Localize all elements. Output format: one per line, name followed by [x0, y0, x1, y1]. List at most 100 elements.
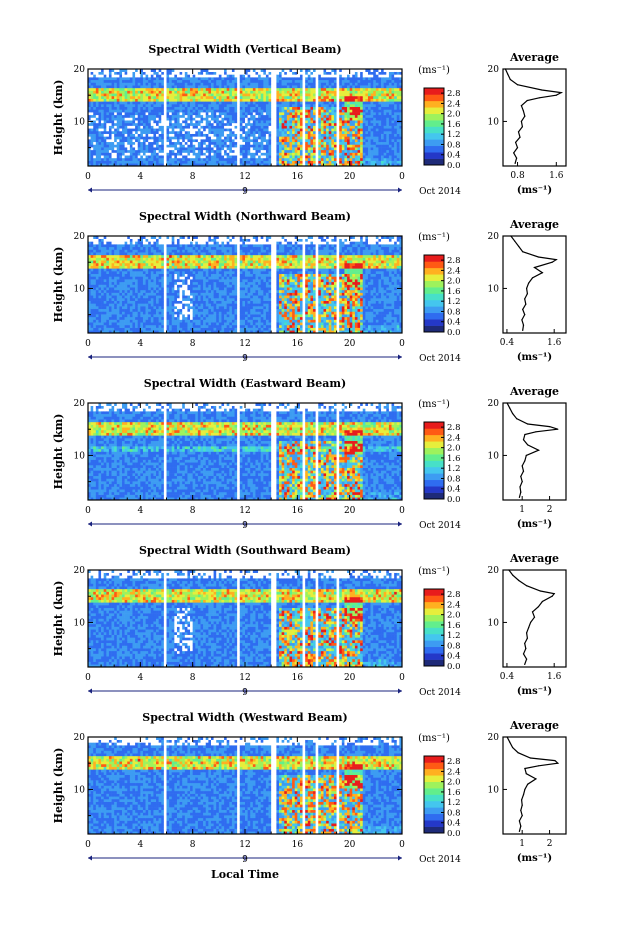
heatmap-cell: [95, 289, 99, 293]
heatmap-cell: [373, 130, 377, 134]
heatmap-cell: [200, 136, 204, 140]
heatmap-cell: [360, 98, 364, 102]
heatmap-cell: [103, 271, 107, 275]
heatmap-cell: [158, 160, 162, 164]
heatmap-cell: [399, 163, 403, 167]
heatmap-cell: [88, 155, 91, 159]
heatmap-cell: [153, 160, 157, 164]
heatmap-cell: [122, 141, 125, 145]
heatmap-cell: [111, 281, 115, 285]
heatmap-cell: [349, 141, 353, 145]
heatmap-cell: [250, 157, 254, 161]
heatmap-cell: [299, 149, 303, 153]
heatmap-cell: [347, 85, 350, 89]
heatmap-cell: [140, 160, 144, 164]
heatmap-cell: [197, 149, 201, 153]
heatmap-cell: [245, 130, 248, 134]
heatmap-cell: [365, 136, 369, 140]
heatmap-cell: [328, 101, 332, 105]
heatmap-cell: [237, 69, 241, 72]
heatmap-cell: [234, 160, 238, 164]
heatmap-cell: [93, 130, 97, 134]
heatmap-cell: [153, 79, 157, 83]
heatmap-cell: [111, 93, 115, 97]
heatmap-cell: [119, 82, 123, 86]
heatmap-cell: [108, 128, 112, 132]
heatmap-cell: [127, 90, 131, 94]
heatmap-cell: [276, 149, 280, 153]
heatmap-cell: [124, 98, 128, 102]
heatmap-cell: [299, 90, 303, 94]
heatmap-cell: [122, 314, 125, 318]
heatmap-cell: [399, 117, 403, 121]
heatmap-cell: [341, 147, 345, 151]
heatmap-cell: [111, 262, 115, 266]
heatmap-cell: [88, 109, 91, 113]
heatmap-cell: [122, 149, 125, 153]
heatmap-cell: [116, 241, 120, 245]
heatmap-cell: [119, 281, 123, 285]
heatmap-cell: [333, 74, 337, 78]
heatmap-cell: [119, 268, 123, 272]
heatmap-cell: [336, 149, 340, 153]
heatmap-cell: [388, 125, 392, 129]
heatmap-cell: [137, 125, 141, 129]
heatmap-cell: [142, 144, 146, 148]
heatmap-cell: [362, 152, 366, 156]
heatmap-cell: [229, 109, 233, 113]
heatmap-cell: [271, 98, 275, 102]
heatmap-cell: [197, 139, 201, 143]
heatmap-cell: [176, 160, 180, 164]
heatmap-cell: [357, 79, 361, 83]
heatmap-cell: [279, 157, 282, 161]
heatmap-cell: [88, 95, 91, 99]
heatmap-cell: [388, 74, 392, 78]
heatmap-cell: [268, 133, 272, 137]
heatmap-cell: [388, 147, 392, 151]
heatmap-cell: [394, 106, 398, 110]
heatmap-cell: [297, 136, 301, 140]
heatmap-cell: [221, 106, 225, 110]
heatmap-cell: [221, 104, 225, 108]
heatmap-cell: [315, 141, 319, 145]
heatmap-cell: [166, 109, 170, 113]
heatmap-cell: [88, 281, 91, 285]
heatmap-cell: [132, 69, 136, 72]
heatmap-cell: [255, 90, 259, 94]
heatmap-cell: [156, 133, 159, 137]
heatmap-cell: [381, 160, 384, 164]
heatmap-cell: [239, 77, 243, 81]
heatmap-cell: [103, 128, 107, 132]
heatmap-cell: [200, 104, 204, 108]
heatmap-cell: [226, 95, 230, 99]
heatmap-cell: [93, 144, 97, 148]
heatmap-cell: [90, 262, 94, 266]
heatmap-cell: [273, 157, 277, 161]
heatmap-cell: [320, 112, 324, 116]
heatmap-cell: [279, 90, 282, 94]
heatmap-cell: [140, 125, 144, 129]
heatmap-cell: [326, 101, 330, 105]
heatmap-cell: [176, 74, 180, 78]
heatmap-cell: [166, 163, 170, 167]
heatmap-cell: [349, 77, 353, 81]
heatmap-cell: [95, 90, 99, 94]
heatmap-cell: [192, 133, 196, 137]
heatmap-cell: [153, 163, 157, 167]
heatmap-cell: [302, 130, 306, 134]
heatmap-cell: [373, 163, 377, 167]
heatmap-cell: [140, 87, 144, 91]
heatmap-cell: [93, 87, 97, 91]
heatmap-cell: [375, 117, 379, 121]
heatmap-cell: [106, 273, 110, 277]
heatmap-cell: [362, 160, 366, 164]
heatmap-cell: [98, 120, 102, 124]
heatmap-cell: [297, 85, 301, 89]
heatmap-cell: [237, 133, 241, 137]
heatmap-cell: [140, 95, 144, 99]
heatmap-cell: [187, 112, 191, 116]
heatmap-cell: [344, 106, 348, 110]
heatmap-cell: [124, 246, 128, 250]
heatmap-cell: [124, 122, 128, 126]
